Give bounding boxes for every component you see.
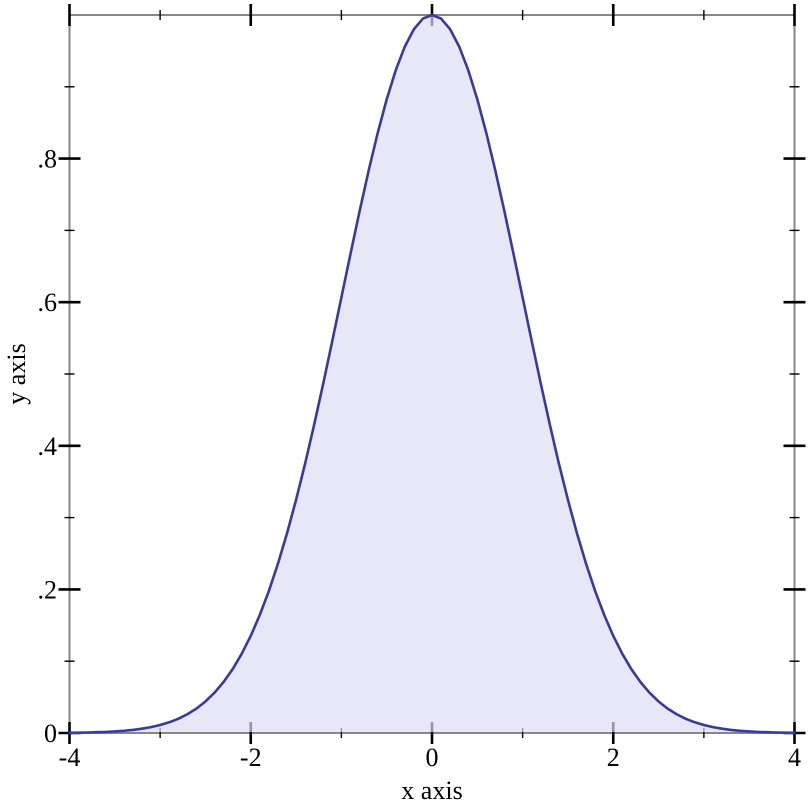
gaussian-area-fill: [69, 15, 795, 733]
x-tick-label: 0: [426, 743, 439, 772]
curve-path: [68, 13, 796, 735]
x-tick-label: 2: [607, 743, 620, 772]
y-tick-label: 0: [44, 719, 57, 748]
x-tick-label: 4: [788, 743, 801, 772]
y-tick-label: .8: [38, 145, 58, 174]
y-tick-label: .6: [38, 288, 58, 317]
x-axis-title: x axis: [401, 776, 463, 805]
x-tick-label: -4: [59, 743, 81, 772]
y-tick-label: .2: [38, 575, 58, 604]
gaussian-curve: [68, 13, 796, 735]
axis-ticks: [58, 4, 806, 744]
area-fill-path: [69, 15, 795, 733]
y-tick-label: .4: [38, 432, 58, 461]
x-tick-label: -2: [240, 743, 262, 772]
y-axis-title: y axis: [2, 343, 31, 405]
axis-tick-labels: -4 -2 0 2 4 0 .2 .4 .6 .8: [38, 145, 802, 772]
